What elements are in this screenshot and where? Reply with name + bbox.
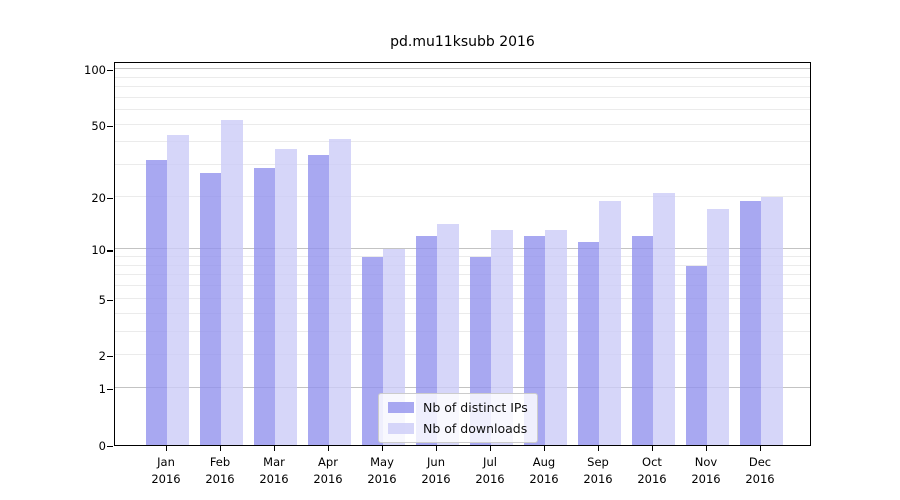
bar-mar-downloads: [275, 148, 297, 445]
x-tick-mark: [328, 446, 330, 451]
gridline-minor-4: [115, 312, 810, 314]
gridline-major-100: [115, 68, 810, 70]
bar-nov-distinct-ips: [685, 265, 707, 445]
chart-title: pd.mu11ksubb 2016: [390, 34, 535, 50]
legend-label-distinct-ips: Nb of distinct IPs: [423, 400, 528, 415]
bar-feb-downloads: [221, 120, 243, 445]
x-tick-label-oct: Oct 2016: [637, 455, 667, 486]
x-tick-mark: [436, 446, 438, 451]
y-tick-mark: [107, 250, 113, 252]
bar-jan-downloads: [167, 134, 189, 445]
legend: Nb of distinct IPs Nb of downloads: [378, 393, 538, 443]
x-tick-mark: [166, 446, 168, 451]
y-tick-label-50: 50: [91, 118, 106, 133]
bar-jul-downloads: [491, 229, 513, 445]
y-tick-mark: [107, 356, 113, 358]
y-tick-label-20: 20: [91, 190, 106, 205]
x-tick-label-may: May 2016: [367, 455, 397, 486]
gridline-major-10: [115, 248, 810, 250]
bar-sep-distinct-ips: [577, 242, 599, 445]
x-tick-mark: [598, 446, 600, 451]
gridline-minor-6: [115, 285, 810, 287]
gridline-minor-50: [115, 123, 810, 125]
gridline-minor-20: [115, 195, 810, 197]
x-tick-label-sep: Sep 2016: [583, 455, 613, 486]
x-tick-mark: [706, 446, 708, 451]
y-tick-mark: [107, 125, 113, 127]
y-tick-label-1: 1: [98, 382, 106, 397]
x-tick-mark: [760, 446, 762, 451]
y-tick-label-0: 0: [98, 438, 106, 453]
bar-apr-downloads: [329, 138, 351, 445]
bar-jan-distinct-ips: [145, 160, 167, 445]
y-tick-mark: [107, 299, 113, 301]
x-tick-label-jan: Jan 2016: [151, 455, 181, 486]
x-tick-label-feb: Feb 2016: [205, 455, 235, 486]
x-tick-label-mar: Mar 2016: [259, 455, 289, 486]
gridline-minor-30: [115, 164, 810, 166]
y-tick-label-2: 2: [98, 349, 106, 364]
bar-jun-distinct-ips: [415, 235, 437, 445]
gridline-minor-80: [115, 86, 810, 88]
bar-dec-downloads: [761, 196, 783, 445]
legend-swatch-distinct-ips: [388, 402, 414, 413]
gridline-minor-8: [115, 264, 810, 266]
gridline-minor-70: [115, 96, 810, 98]
x-tick-label-jun: Jun 2016: [421, 455, 451, 486]
y-tick-mark: [107, 70, 113, 72]
plot-area: [114, 62, 811, 446]
legend-swatch-downloads: [388, 423, 414, 434]
legend-row-distinct-ips: Nb of distinct IPs: [388, 399, 528, 416]
x-tick-mark: [274, 446, 276, 451]
bar-aug-distinct-ips: [523, 235, 545, 445]
gridline-major-1: [115, 387, 810, 389]
bar-dec-distinct-ips: [739, 200, 761, 445]
gridline-minor-2: [115, 354, 810, 356]
bar-feb-distinct-ips: [199, 173, 221, 445]
x-tick-mark: [544, 446, 546, 451]
x-tick-label-aug: Aug 2016: [529, 455, 559, 486]
x-tick-mark: [652, 446, 654, 451]
x-tick-label-dec: Dec 2016: [745, 455, 775, 486]
bar-may-distinct-ips: [361, 257, 383, 445]
gridline-minor-9: [115, 256, 810, 258]
bar-apr-distinct-ips: [307, 155, 329, 445]
y-tick-label-10: 10: [91, 243, 106, 258]
legend-row-downloads: Nb of downloads: [388, 420, 528, 437]
gridline-minor-40: [115, 141, 810, 143]
x-tick-mark: [220, 446, 222, 451]
gridline-minor-5: [115, 297, 810, 299]
y-tick-mark: [107, 389, 113, 391]
bar-nov-downloads: [707, 209, 729, 445]
bar-aug-downloads: [545, 229, 567, 445]
bar-oct-distinct-ips: [631, 235, 653, 445]
bar-oct-downloads: [653, 193, 675, 445]
x-tick-mark: [382, 446, 384, 451]
bar-jun-downloads: [437, 224, 459, 445]
bar-mar-distinct-ips: [253, 167, 275, 445]
x-tick-mark: [490, 446, 492, 451]
x-tick-label-nov: Nov 2016: [691, 455, 721, 486]
gridline-minor-60: [115, 109, 810, 111]
gridline-minor-3: [115, 330, 810, 332]
y-tick-label-100: 100: [84, 63, 106, 78]
x-tick-label-jul: Jul 2016: [475, 455, 505, 486]
x-tick-label-apr: Apr 2016: [313, 455, 343, 486]
bar-sep-downloads: [599, 200, 621, 445]
gridline-minor-90: [115, 76, 810, 78]
y-tick-label-5: 5: [98, 292, 106, 307]
y-tick-mark: [107, 445, 113, 447]
legend-label-downloads: Nb of downloads: [423, 421, 528, 436]
gridline-minor-7: [115, 274, 810, 276]
y-tick-mark: [107, 197, 113, 200]
